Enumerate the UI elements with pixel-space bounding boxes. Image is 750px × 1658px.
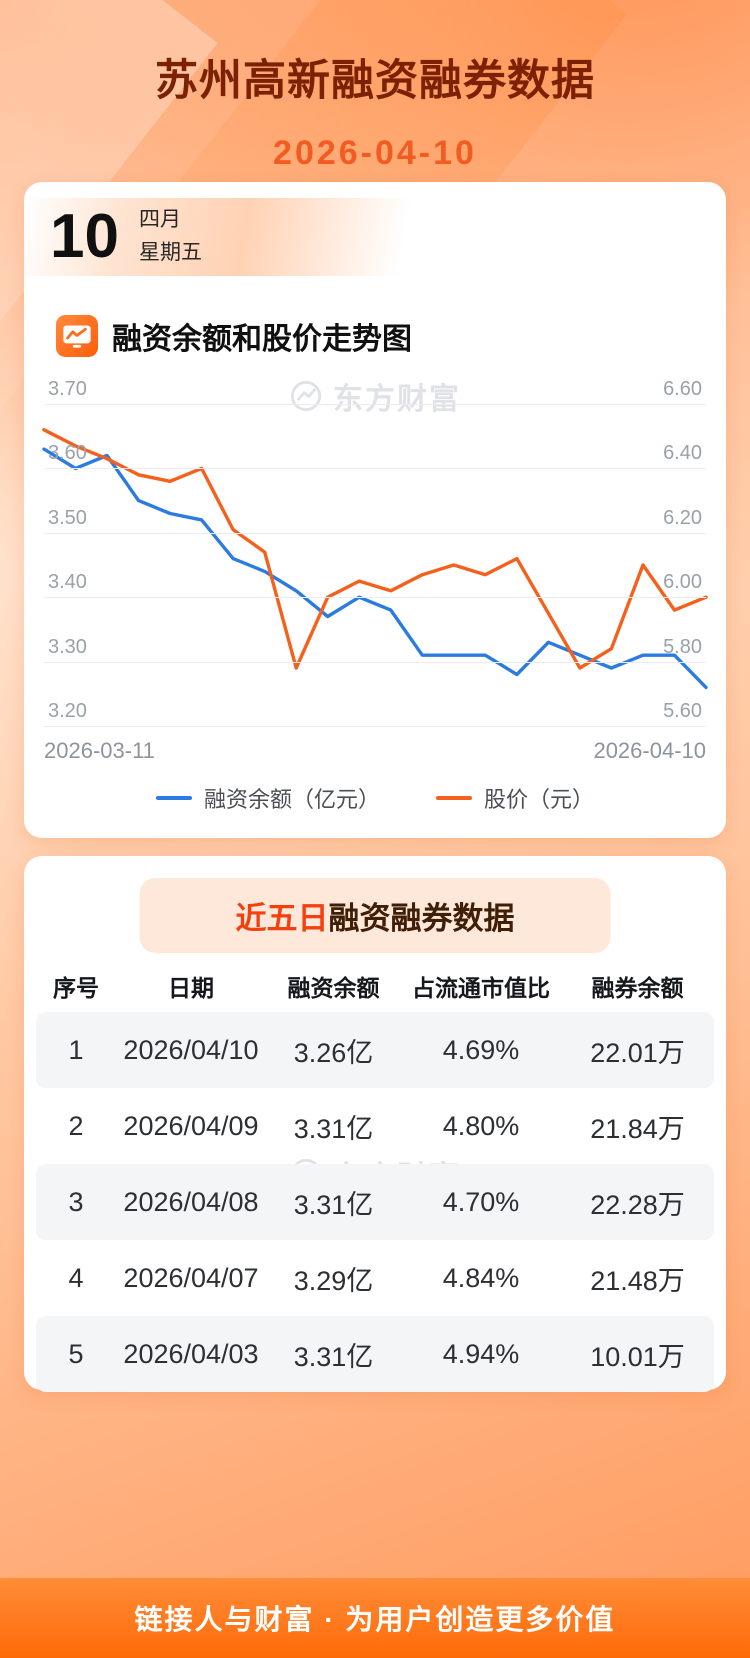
day-number: 10 <box>50 202 119 271</box>
table-cell: 2026/04/10 <box>123 1034 259 1065</box>
x-axis-start-label: 2026-03-11 <box>44 738 155 763</box>
column-header: 融资余额 <box>287 975 380 1001</box>
table-cell: 3.31亿 <box>293 1189 374 1220</box>
chart-monitor-icon <box>56 315 98 357</box>
axis-tick-left: 3.30 <box>48 635 87 658</box>
axis-tick-left: 3.40 <box>48 571 87 594</box>
grid-line <box>44 404 706 405</box>
footer-banner: 链接人与财富 · 为用户创造更多价值 <box>0 1578 750 1658</box>
table-cell: 3.31亿 <box>293 1113 374 1144</box>
table-cell: 5 <box>68 1338 84 1369</box>
page-title: 苏州高新融资融券数据 <box>155 57 595 105</box>
chart-section-header: 融资余额和股价走势图 <box>56 314 412 358</box>
table-cell: 3.26亿 <box>293 1037 374 1068</box>
axis-tick-right: 5.60 <box>663 700 702 722</box>
table-cell: 2026/04/07 <box>123 1262 259 1293</box>
table-row: 2 2026/04/09 3.31亿 4.80% 21.84万 <box>36 1088 714 1164</box>
page-date: 2026-04-10 <box>273 134 477 172</box>
column-header: 占流通市值比 <box>412 975 550 1001</box>
table-cell: 3.31亿 <box>293 1341 374 1372</box>
table-body: 1 2026/04/10 3.26亿 4.69% 22.01万 2 2026/04/09 3.… <box>36 1012 714 1392</box>
date-meta: 四月 星期五 <box>139 204 202 269</box>
grid-line <box>44 532 706 534</box>
chart-section-title: 融资余额和股价走势图 <box>112 323 412 356</box>
table-cell: 4.70% <box>442 1186 520 1217</box>
table-cell: 4.80% <box>442 1110 520 1141</box>
table-cell: 22.28万 <box>590 1189 685 1220</box>
legend-item-financing-balance: 融资余额（亿元） <box>155 782 380 814</box>
table-cell: 2026/04/03 <box>123 1338 259 1369</box>
table-cell: 4.69% <box>442 1034 520 1065</box>
table-cell: 4.94% <box>442 1338 520 1369</box>
axis-tick-right: 6.00 <box>663 571 702 594</box>
weekday-label: 星期五 <box>138 241 202 264</box>
x-axis-end-label: 2026-04-10 <box>593 738 706 763</box>
table-cell: 21.48万 <box>590 1265 685 1296</box>
axis-tick-right: 6.60 <box>663 378 702 400</box>
axis-tick-left: 3.20 <box>48 700 87 722</box>
table-row: 1 2026/04/10 3.26亿 4.69% 22.01万 <box>36 1012 714 1088</box>
table-row: 4 2026/04/07 3.29亿 4.84% 21.48万 <box>36 1240 714 1316</box>
table-title-rest: 融资融券数据 <box>328 901 515 936</box>
table-cell: 1 <box>68 1034 84 1065</box>
axis-tick-left: 3.50 <box>48 506 87 529</box>
column-header: 序号 <box>53 975 99 1001</box>
x-axis-labels: 2026-03-11 2026-04-10 <box>44 738 706 764</box>
table-cell: 4.84% <box>442 1262 520 1293</box>
grid-line <box>44 661 706 663</box>
legend-label: 股价（元） <box>484 787 595 812</box>
footer-slogan: 链接人与财富 · 为用户创造更多价值 <box>134 1604 616 1635</box>
line-chart <box>42 428 708 690</box>
grid-line <box>44 597 706 599</box>
legend-swatch-blue <box>155 796 192 800</box>
table-title-highlight: 近五日 <box>235 901 329 936</box>
axis-tick-left: 3.70 <box>48 378 87 400</box>
table-cell: 4 <box>68 1262 84 1293</box>
table-cell: 2 <box>68 1110 84 1141</box>
axis-tick-right: 5.80 <box>663 635 702 658</box>
legend-item-stock-price: 股价（元） <box>436 782 594 814</box>
month-label: 四月 <box>138 208 181 232</box>
column-header: 融券余额 <box>591 975 684 1001</box>
chart-card: 10 四月 星期五 融资余额和股价走势图 <box>24 182 726 838</box>
axis-tick-right: 6.40 <box>663 442 702 465</box>
table-row: 5 2026/04/03 3.31亿 4.94% 10.01万 <box>36 1316 714 1392</box>
legend-swatch-orange <box>436 796 472 800</box>
table-cell: 21.84万 <box>590 1113 685 1144</box>
axis-tick-right: 6.20 <box>663 506 702 529</box>
series-line <box>42 428 708 670</box>
table-cell: 10.01万 <box>590 1341 685 1372</box>
five-day-data-table: 序号 日期 融资余额 占流通市值比 融券余额 1 2026/04/10 3.26亿 4.69%… <box>36 960 714 1392</box>
axis-tick-left: 3.60 <box>48 442 87 465</box>
table-title-pill: 近五日融资融券数据 <box>139 878 611 953</box>
grid-line <box>44 468 706 470</box>
date-badge: 10 四月 星期五 <box>24 198 484 276</box>
table-cell: 3.29亿 <box>293 1265 374 1296</box>
chart-legend: 融资余额（亿元） 股价（元） <box>24 782 726 814</box>
table-header-row: 序号 日期 融资余额 占流通市值比 融券余额 <box>36 960 714 1012</box>
chart-plot-area: 3.70 6.60 3.60 6.40 3.50 6.20 3.40 6.00 3.30 5.80… <box>42 378 708 727</box>
table-cell: 22.01万 <box>590 1037 685 1068</box>
table-cell: 2026/04/09 <box>123 1110 259 1141</box>
page-header: 苏州高新融资融券数据 2026-04-10 <box>0 0 750 173</box>
table-row: 3 2026/04/08 3.31亿 4.70% 22.28万 <box>36 1164 714 1240</box>
table-cell: 2026/04/08 <box>123 1186 259 1217</box>
grid-line <box>44 726 706 727</box>
table-cell: 3 <box>68 1186 84 1217</box>
legend-label: 融资余额（亿元） <box>203 787 380 812</box>
column-header: 日期 <box>168 975 214 1001</box>
